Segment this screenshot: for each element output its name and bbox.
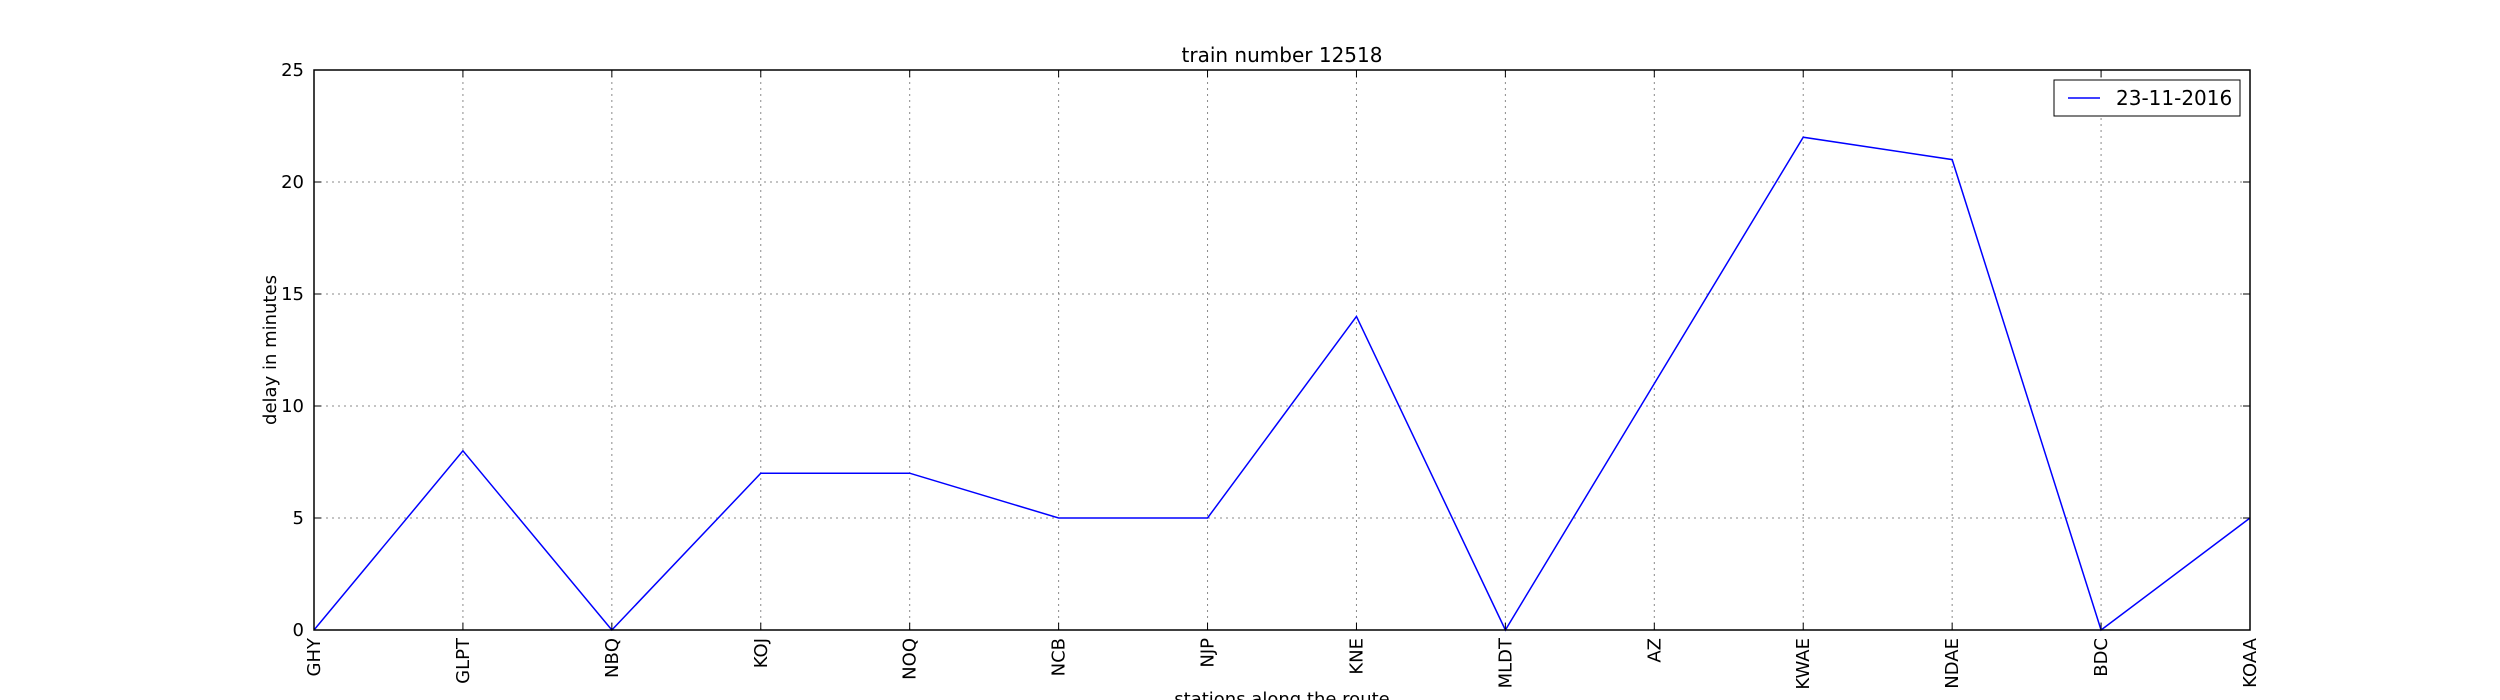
x-axis-ticks: GHY GLPT NBQ KOJ NOQ NCB NJP KNE MLDT AZ KWAE NDAE B… (304, 70, 2261, 690)
series-line (313, 136, 2251, 632)
x-tick-label: KWAE (1793, 638, 1814, 690)
series-lines (313, 136, 2251, 632)
x-tick-label: NBQ (602, 638, 623, 678)
x-tick-label: GLPT (453, 637, 474, 684)
x-tick-label: NJP (1198, 638, 1219, 668)
x-tick-label: NCB (1049, 638, 1070, 676)
x-tick-label: KNE (1346, 638, 1367, 675)
legend: 23-11-2016 (2053, 79, 2241, 117)
x-tick-label: MLDT (1495, 637, 1516, 688)
y-tick-label: 0 (293, 620, 304, 641)
y-tick-label: 20 (281, 172, 304, 193)
x-tick-label: KOAA (2240, 637, 2261, 687)
y-tick-label: 10 (281, 396, 304, 417)
y-tick-label: 15 (281, 284, 304, 305)
x-tick-label: AZ (1644, 638, 1665, 663)
legend-label: 23-11-2016 (2116, 86, 2232, 110)
y-tick-label: 25 (281, 60, 304, 81)
x-tick-label: GHY (304, 637, 325, 676)
chart-title: train number 12518 (1182, 43, 1383, 67)
x-tick-label: BDC (2091, 638, 2112, 677)
x-tick-label: KOJ (751, 638, 772, 668)
x-tick-label: NOQ (900, 638, 921, 680)
legend-box (2053, 79, 2241, 117)
x-axis-label: stations along the route (1174, 689, 1389, 700)
grid-lines (313, 69, 2251, 631)
y-tick-label: 5 (293, 508, 304, 529)
y-axis-label: delay in minutes (260, 275, 281, 425)
y-axis-ticks: 0 5 10 15 20 25 (281, 60, 2250, 641)
x-tick-label: NDAE (1942, 638, 1963, 689)
plot-frame (313, 69, 2251, 631)
